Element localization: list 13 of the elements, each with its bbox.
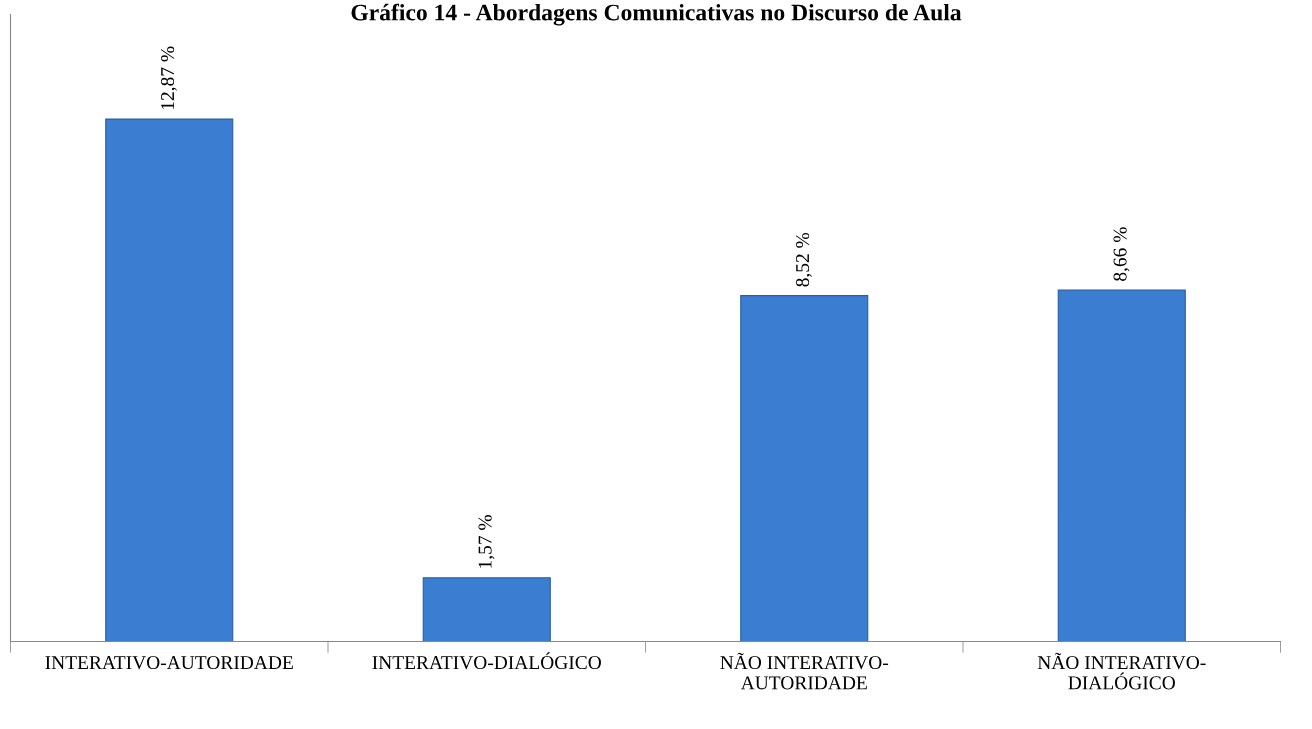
data-label: 12,87 % [160, 46, 177, 110]
x-tick-label: INTERATIVO-DIALÓGICO [372, 652, 601, 670]
x-tick-label: NÃO INTERATIVO- DIALÓGICO [1037, 652, 1206, 690]
bar [422, 577, 551, 642]
bar [1057, 289, 1186, 642]
chart-title: Gráfico 14 - Abordagens Comunicativas no Discurso de Aula [351, 3, 962, 26]
data-label: 1,57 % [478, 515, 495, 568]
x-tick-label: INTERATIVO-AUTORIDADE [45, 656, 293, 670]
bar [740, 295, 869, 642]
data-label: 8,66 % [1113, 227, 1130, 281]
x-tick-label: NÃO INTERATIVO- AUTORIDADE [720, 652, 889, 690]
bar [105, 118, 234, 642]
data-label: 8,52 % [796, 232, 812, 287]
